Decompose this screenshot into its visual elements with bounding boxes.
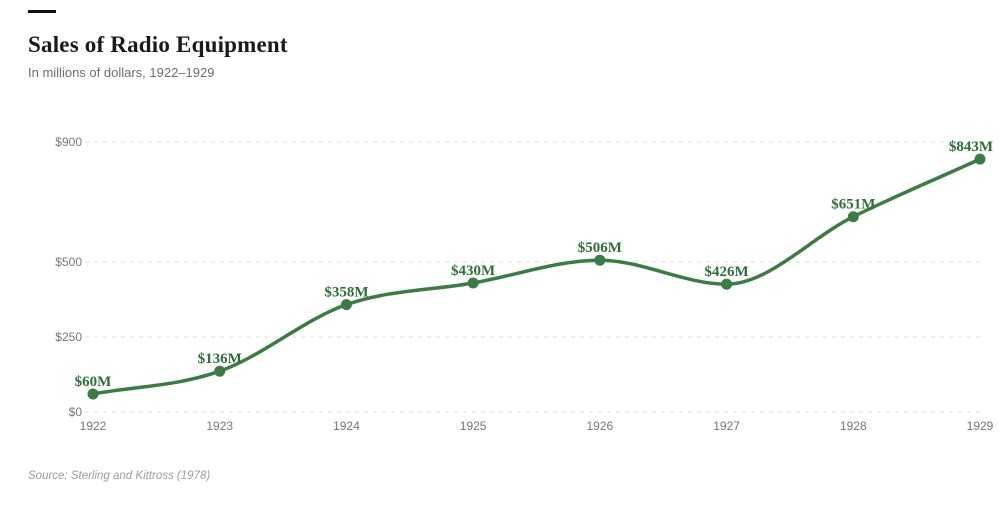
y-tick-label: $500 [55,255,82,269]
x-tick-label: 1929 [967,419,994,433]
data-point [340,299,352,311]
data-point-label: $506M [578,240,622,256]
x-tick-label: 1923 [206,419,233,433]
data-point [721,278,733,290]
line-series [91,157,982,396]
chart-title: Sales of Radio Equipment [28,32,288,57]
data-point-label: $430M [451,263,495,279]
y-tick-label: $250 [55,330,82,344]
y-tick-label: $0 [69,405,83,419]
data-point [214,365,226,377]
data-point-label: $358M [324,285,368,301]
data-point-label: $136M [198,351,242,367]
y-tick-label: $900 [55,135,82,149]
data-point [974,153,986,165]
x-tick-label: 1926 [587,419,614,433]
x-tick-label: 1928 [840,419,867,433]
x-tick-label: 1924 [333,419,360,433]
data-point [594,254,606,266]
data-point [467,277,479,289]
chart-subtitle: In millions of dollars, 1922–1929 [28,65,215,80]
data-point-label: $426M [704,264,748,280]
source-note: Source: Sterling and Kittross (1978) [28,470,211,482]
x-tick-label: 1925 [460,419,487,433]
x-tick-label: 1927 [713,419,740,433]
data-point [847,211,859,223]
data-point-label: $843M [949,139,993,155]
data-point-label: $60M [75,374,112,390]
accent-bar [28,10,56,13]
data-point [87,388,99,400]
x-tick-label: 1922 [80,419,107,433]
data-point-label: $651M [831,197,875,213]
